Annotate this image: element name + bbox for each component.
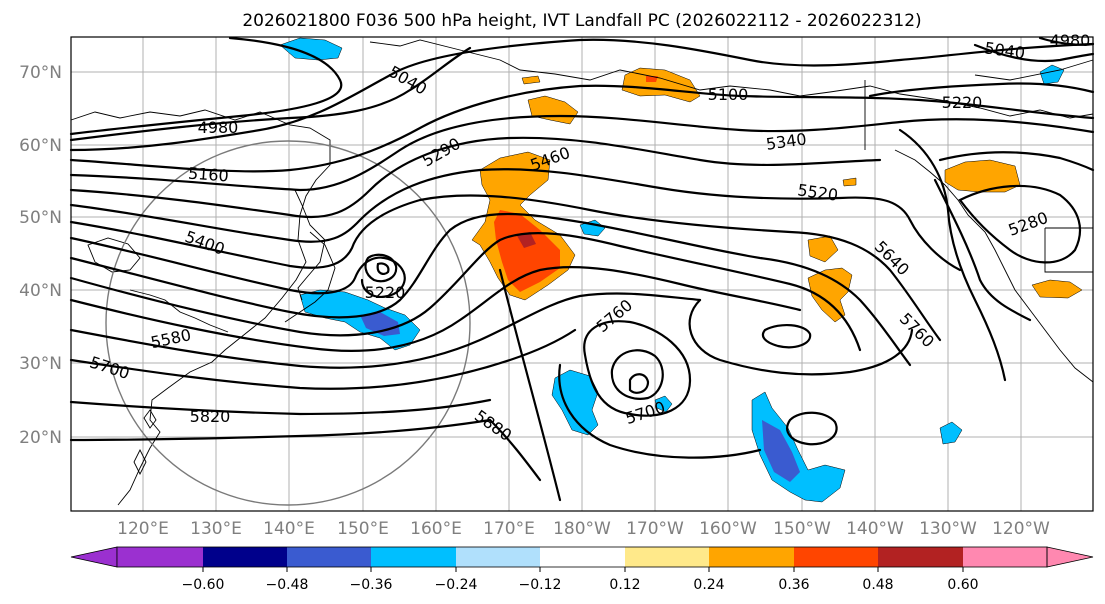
ivt-negative-region <box>939 421 963 445</box>
colorbar-segment <box>963 547 1047 567</box>
latitude-labels: 70°N 60°N 50°N 40°N 30°N 20°N <box>19 63 62 448</box>
ivt-positive-region <box>521 75 541 85</box>
colorbar-extend-max <box>1046 546 1094 568</box>
ivt-positive-core <box>516 232 536 248</box>
lon-label: 170°W <box>626 519 684 539</box>
contour-label: 5820 <box>190 407 231 426</box>
ivt-negative-region <box>751 391 846 503</box>
colorbar-segment <box>371 547 456 567</box>
colorbar-tick-label: 0.60 <box>947 577 978 593</box>
colorbar-tick-label: −0.24 <box>435 577 478 593</box>
lon-label: 140°W <box>846 519 904 539</box>
colorbar-segment <box>709 547 794 567</box>
contour-label: 5160 <box>187 164 229 186</box>
lon-label: 130°W <box>919 519 977 539</box>
colorbar: −0.60 −0.48 −0.36 −0.24 −0.12 0.12 0.24 … <box>70 546 1094 593</box>
graticule <box>71 37 1093 511</box>
longitude-labels: 120°E 130°E 140°E 150°E 160°E 170°E 180°… <box>117 519 1050 539</box>
lon-label: 140°E <box>263 519 315 539</box>
range-ring <box>105 140 471 506</box>
ivt-positive-region <box>842 177 857 187</box>
colorbar-segment <box>203 547 287 567</box>
lon-label: 170°E <box>483 519 535 539</box>
ivt-positive-region <box>1031 279 1083 299</box>
lon-label: 160°E <box>410 519 462 539</box>
lon-label: 130°E <box>190 519 242 539</box>
ivt-negative-core <box>360 312 400 336</box>
lat-label: 20°N <box>19 428 62 448</box>
contour-label: 5100 <box>708 85 749 104</box>
lon-label: 120°E <box>117 519 169 539</box>
lat-label: 60°N <box>19 136 62 156</box>
colorbar-tick-label: −0.48 <box>266 577 309 593</box>
lat-label: 30°N <box>19 354 62 374</box>
colorbar-tick-label: 0.24 <box>693 577 724 593</box>
ivt-shading <box>279 37 1083 503</box>
colorbar-tick-label: 0.12 <box>609 577 640 593</box>
colorbar-segment <box>878 547 963 567</box>
lat-label: 50°N <box>19 208 62 228</box>
lon-label: 150°E <box>337 519 389 539</box>
ivt-negative-core <box>762 420 800 482</box>
colorbar-segment <box>625 547 709 567</box>
ivt-positive-core <box>646 76 658 82</box>
ivt-negative-region <box>1039 64 1065 85</box>
colorbar-tick-label: −0.60 <box>182 577 225 593</box>
lon-label: 120°W <box>992 519 1050 539</box>
contour-label: 5220 <box>365 283 406 302</box>
ivt-positive-core <box>494 210 560 292</box>
ivt-negative-region <box>654 395 673 413</box>
lat-label: 40°N <box>19 281 62 301</box>
lat-label: 70°N <box>19 63 62 83</box>
ivt-positive-region <box>807 267 853 323</box>
colorbar-segment <box>794 547 878 567</box>
ivt-negative-region <box>551 369 599 436</box>
colorbar-extend-min <box>70 546 118 568</box>
lon-label: 150°W <box>773 519 831 539</box>
colorbar-segment <box>287 547 371 567</box>
colorbar-tick-label: 0.48 <box>862 577 893 593</box>
map-border <box>70 36 1094 512</box>
lon-label: 180°W <box>553 519 611 539</box>
map-title: 2026021800 F036 500 hPa height, IVT Land… <box>242 11 921 31</box>
contour-label: 5220 <box>942 93 983 112</box>
contour-label: 4980 <box>198 118 239 137</box>
contour-label: 4980 <box>1050 31 1091 50</box>
colorbar-segment <box>117 547 203 567</box>
ivt-negative-region <box>279 37 343 61</box>
ivt-positive-region <box>944 159 1021 193</box>
colorbar-tick-label: −0.12 <box>519 577 562 593</box>
height-contours <box>69 36 1095 502</box>
colorbar-tick-label: 0.36 <box>778 577 809 593</box>
colorbar-segment <box>540 547 625 567</box>
colorbar-segment <box>456 547 540 567</box>
colorbar-tick-label: −0.36 <box>350 577 393 593</box>
lon-label: 160°W <box>699 519 757 539</box>
ivt-positive-region <box>621 67 701 103</box>
coastlines <box>70 39 1094 506</box>
